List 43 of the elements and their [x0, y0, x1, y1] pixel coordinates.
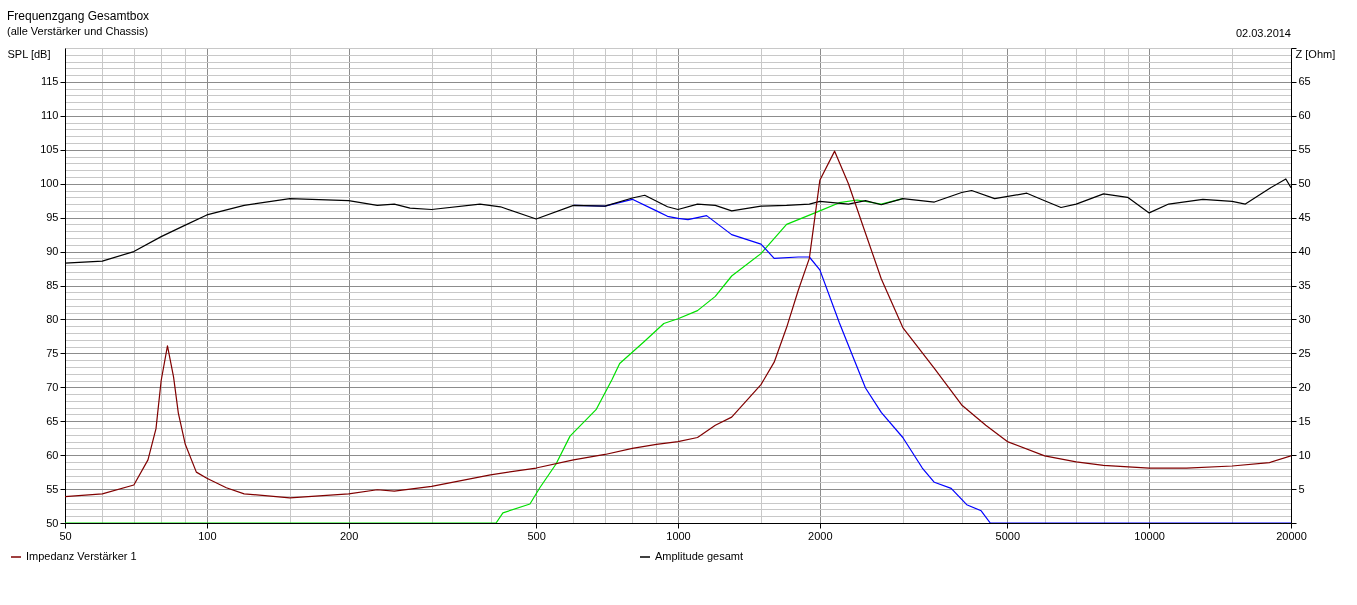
y-tick-label: 105 [40, 143, 59, 156]
legend-label: Impedanz Verstärker 1 [26, 550, 137, 562]
y-tick-label: 65 [46, 414, 59, 427]
y-tick-label: 100 [40, 177, 59, 190]
x-tick-label: 500 [527, 529, 546, 542]
chart-title: Frequenzgang Gesamtbox [7, 9, 150, 23]
y-tick-label: 115 [40, 75, 59, 88]
y2-tick-label: 5 [1298, 482, 1305, 495]
x-tick-label: 2000 [808, 529, 833, 542]
y2-tick-label: 50 [1298, 177, 1311, 190]
text: 02.03.2014 [1235, 27, 1291, 39]
y2-tick-label: 15 [1298, 414, 1311, 427]
y2-tick-label: 55 [1298, 143, 1311, 156]
y-axis-title: SPL [dB] [7, 47, 51, 60]
y-tick-label: 75 [46, 346, 59, 359]
y-tick-label: 50 [46, 516, 59, 529]
y2-tick-label: 20 [1298, 380, 1311, 393]
chart-subtitle: (alle Verstärker und Chassis) [7, 25, 149, 37]
y2-tick-label: 65 [1298, 75, 1311, 88]
y-tick-label: 70 [46, 380, 59, 393]
y-tick-label: 90 [46, 245, 59, 258]
y2-tick-label: 30 [1298, 312, 1311, 325]
y-tick-label: 110 [40, 109, 59, 122]
x-tick-label: 10000 [1134, 529, 1165, 542]
x-tick-label: 50 [59, 529, 72, 542]
y2-axis-title: Z [Ohm] [1295, 47, 1336, 60]
y-tick-label: 55 [46, 482, 59, 495]
y2-tick-label: 10 [1298, 448, 1311, 461]
x-tick-label: 1000 [666, 529, 691, 542]
y-tick-label: 80 [46, 312, 59, 325]
y-tick-label: 95 [46, 211, 59, 224]
y2-tick-label: 45 [1298, 211, 1311, 224]
x-tick-label: 200 [339, 529, 359, 542]
y2-tick-label: 35 [1298, 279, 1311, 291]
y-tick-label: 85 [46, 279, 59, 291]
y-tick-label: 60 [46, 448, 59, 461]
x-tick-label: 20000 [1276, 529, 1307, 542]
legend-label: Amplitude gesamt [655, 550, 744, 562]
x-tick-label: 5000 [995, 529, 1021, 542]
y2-tick-label: 40 [1298, 245, 1311, 258]
y2-tick-label: 25 [1298, 346, 1311, 359]
y2-tick-label: 60 [1298, 109, 1311, 122]
x-tick-label: 100 [198, 529, 217, 542]
